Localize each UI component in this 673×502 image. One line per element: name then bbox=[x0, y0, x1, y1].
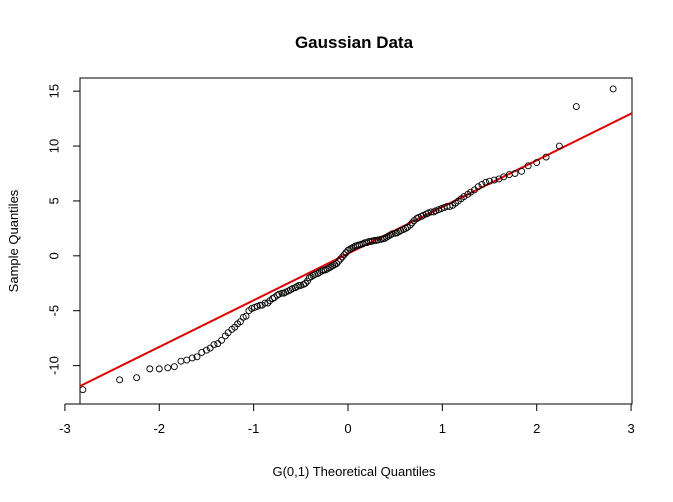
reference-line bbox=[79, 112, 633, 388]
data-point bbox=[218, 336, 225, 344]
data-point bbox=[482, 178, 490, 186]
data-point bbox=[264, 299, 272, 307]
data-point bbox=[359, 240, 367, 248]
data-point bbox=[374, 236, 382, 244]
data-point bbox=[323, 265, 331, 273]
data-point bbox=[327, 263, 335, 271]
data-point bbox=[269, 295, 276, 303]
data-point bbox=[188, 354, 196, 362]
data-point bbox=[406, 221, 414, 229]
data-point bbox=[408, 219, 416, 227]
data-point bbox=[524, 162, 532, 170]
data-point bbox=[338, 253, 346, 261]
chart-title: Gaussian Data bbox=[295, 33, 414, 52]
x-tick-label: 3 bbox=[627, 421, 634, 436]
data-point bbox=[307, 273, 315, 281]
data-point bbox=[291, 284, 299, 292]
data-point bbox=[542, 153, 550, 161]
data-point bbox=[202, 346, 210, 354]
data-point bbox=[305, 274, 313, 282]
data-point bbox=[210, 341, 218, 349]
x-axis-label: G(0,1) Theoretical Quantiles bbox=[272, 464, 436, 479]
data-point bbox=[336, 255, 344, 263]
y-tick-label: -5 bbox=[47, 305, 62, 317]
data-point bbox=[486, 177, 493, 185]
data-point bbox=[242, 312, 250, 320]
y-axis: -10 -5 0 5 10 15 bbox=[47, 84, 81, 375]
x-tick-label: 2 bbox=[533, 421, 540, 436]
data-point bbox=[500, 173, 508, 181]
data-point bbox=[478, 181, 486, 188]
data-point bbox=[177, 357, 185, 365]
data-point bbox=[609, 85, 617, 93]
data-point bbox=[344, 246, 352, 254]
data-point bbox=[386, 231, 394, 239]
data-point bbox=[460, 193, 468, 200]
data-point bbox=[302, 279, 309, 287]
data-point bbox=[383, 233, 391, 241]
data-point bbox=[133, 374, 141, 382]
plot-frame bbox=[79, 77, 633, 405]
data-point bbox=[293, 283, 301, 291]
x-axis: -3 -2 -1 0 1 2 3 bbox=[59, 403, 635, 436]
y-tick-label: 10 bbox=[47, 139, 62, 153]
x-tick-label: -3 bbox=[59, 421, 71, 436]
data-point bbox=[572, 103, 580, 110]
y-tick-label: -10 bbox=[47, 356, 62, 375]
data-point bbox=[164, 364, 172, 372]
data-point bbox=[388, 230, 396, 238]
x-tick-label: -1 bbox=[248, 421, 260, 436]
data-point bbox=[193, 353, 201, 361]
data-point bbox=[393, 229, 401, 237]
data-point bbox=[303, 277, 311, 285]
y-tick-label: 0 bbox=[47, 252, 62, 259]
data-point bbox=[555, 142, 563, 150]
data-point bbox=[381, 234, 389, 242]
data-point bbox=[79, 386, 87, 394]
x-tick-label: 1 bbox=[439, 421, 446, 436]
y-axis-label: Sample Quantiles bbox=[6, 189, 21, 292]
data-point bbox=[146, 365, 154, 373]
data-point bbox=[318, 267, 326, 275]
data-point bbox=[518, 167, 526, 175]
data-point bbox=[329, 262, 337, 270]
data-point bbox=[325, 264, 333, 272]
data-point bbox=[333, 260, 341, 267]
data-point bbox=[295, 282, 303, 289]
data-point bbox=[321, 266, 329, 274]
x-tick-label: -2 bbox=[153, 421, 165, 436]
data-point bbox=[314, 269, 322, 277]
data-point bbox=[319, 266, 327, 274]
data-point bbox=[533, 159, 541, 166]
data-point bbox=[335, 257, 342, 265]
data-point bbox=[467, 188, 475, 196]
data-point bbox=[170, 363, 178, 371]
data-point bbox=[427, 208, 435, 216]
data-point bbox=[278, 289, 286, 297]
data-point bbox=[285, 287, 292, 295]
y-tick-label: 5 bbox=[47, 197, 62, 204]
data-point bbox=[116, 376, 124, 384]
data-point bbox=[155, 365, 163, 373]
data-point bbox=[400, 226, 408, 233]
data-point bbox=[511, 170, 519, 177]
data-point bbox=[346, 245, 354, 253]
x-tick-label: 0 bbox=[344, 421, 351, 436]
data-point bbox=[214, 340, 222, 348]
data-point bbox=[340, 251, 348, 259]
data-point bbox=[183, 356, 191, 364]
data-point bbox=[348, 244, 356, 252]
points-layer bbox=[79, 85, 617, 394]
data-point bbox=[474, 183, 482, 191]
data-point bbox=[316, 268, 324, 276]
data-point bbox=[370, 237, 378, 244]
data-point bbox=[350, 243, 358, 251]
data-point bbox=[402, 224, 409, 232]
data-point bbox=[490, 176, 498, 184]
data-point bbox=[385, 232, 393, 240]
reference-line-layer bbox=[79, 112, 633, 388]
y-tick-label: 15 bbox=[47, 84, 62, 98]
